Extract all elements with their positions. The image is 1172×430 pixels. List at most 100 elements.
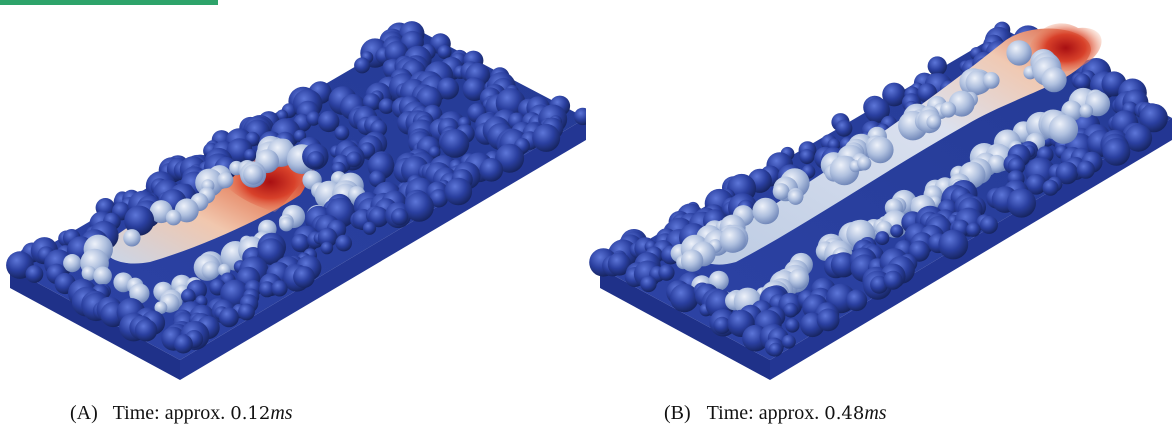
powder-particle — [479, 158, 504, 182]
powder-particle — [1055, 161, 1079, 185]
powder-particle — [404, 192, 434, 222]
powder-particle — [1041, 67, 1067, 93]
powder-particle — [883, 270, 903, 290]
powder-particle — [670, 283, 699, 313]
powder-particle — [444, 177, 473, 206]
powder-particle — [830, 252, 856, 278]
powder-particle — [173, 334, 193, 354]
powder-particle — [816, 308, 840, 332]
powder-particle — [317, 227, 338, 248]
powder-particle — [306, 111, 321, 126]
powder-particle — [1076, 160, 1095, 179]
powder-particle — [81, 265, 97, 281]
powder-particle — [257, 238, 285, 265]
plate-top-face — [600, 30, 1172, 360]
accent-bar — [0, 0, 218, 5]
powder-particle — [368, 206, 389, 228]
powder-particle — [719, 226, 746, 253]
powder-particle — [607, 252, 631, 276]
powder-particle — [437, 77, 459, 100]
powder-particle — [271, 280, 288, 297]
plate-side-face — [770, 118, 1172, 380]
powder-particle — [987, 154, 1006, 174]
caption-b-value: 0.48 — [824, 403, 865, 424]
powder-particle — [93, 266, 112, 286]
powder-particle — [1124, 124, 1153, 152]
powder-particle — [882, 82, 906, 107]
powder-particle — [318, 110, 340, 133]
powder-particle — [1073, 73, 1091, 91]
powder-particle — [788, 268, 809, 290]
caption-b-text: Time: approx. — [706, 402, 820, 424]
powder-particle — [440, 129, 470, 158]
plate-front-face — [600, 268, 770, 380]
powder-particle — [875, 231, 890, 246]
powder-particle — [219, 307, 239, 328]
powder-particle — [181, 288, 196, 304]
powder-particle — [857, 156, 872, 171]
powder-particle — [940, 101, 957, 118]
powder-particle — [752, 197, 779, 225]
powder-particle — [123, 229, 141, 247]
powder-particle — [1006, 40, 1032, 66]
powder-particle — [982, 72, 1000, 89]
powder-particle — [845, 289, 868, 312]
plate-side-face — [180, 118, 586, 380]
melt-pool-render-a — [6, 21, 586, 380]
powder-particle — [165, 209, 182, 226]
powder-particle — [134, 319, 158, 342]
powder-particle — [785, 318, 800, 333]
powder-particle — [1006, 188, 1036, 218]
powder-particle — [291, 233, 310, 253]
powder-particle — [437, 45, 452, 59]
powder-particle — [574, 107, 586, 126]
powder-particle — [63, 254, 82, 273]
powder-particle — [1007, 157, 1026, 175]
powder-particle — [124, 205, 155, 236]
powder-particle — [890, 224, 904, 238]
powder-particle — [391, 208, 409, 226]
caption-b-unit: ms — [864, 402, 887, 424]
powder-particle — [680, 249, 704, 272]
powder-particle — [243, 148, 257, 162]
powder-particle — [154, 301, 168, 314]
powder-particle — [354, 57, 371, 74]
powder-particle — [1079, 104, 1094, 118]
caption-a: (A) Time: approx. 0.12ms — [70, 400, 293, 426]
powder-particle — [658, 264, 675, 281]
powder-particle — [378, 98, 395, 114]
plate-front-face — [10, 268, 180, 380]
powder-particle — [532, 123, 561, 152]
powder-particle — [1139, 103, 1168, 133]
powder-particle — [1025, 174, 1047, 195]
powder-particle — [279, 217, 294, 232]
powder-particle — [346, 151, 362, 168]
powder-particle — [1042, 179, 1059, 196]
powder-particle — [25, 265, 44, 283]
powder-particle — [243, 164, 264, 185]
powder-particle — [334, 125, 350, 141]
powder-particle — [293, 266, 315, 288]
powder-particle — [781, 334, 796, 349]
powder-particle — [927, 56, 947, 76]
caption-b-label: (B) — [664, 402, 691, 424]
simulation-panel-b: (B) Time: approx. 0.48ms — [586, 0, 1172, 424]
powder-particle — [335, 234, 353, 252]
caption-a-text: Time: approx. — [112, 402, 226, 424]
powder-particle — [428, 146, 441, 159]
powder-particle — [217, 172, 234, 189]
powder-particle — [788, 189, 804, 205]
simulation-panel-a: (A) Time: approx. 0.12ms — [0, 0, 586, 424]
powder-particle — [307, 151, 325, 169]
melt-pool-render-b — [589, 21, 1172, 380]
powder-particle — [864, 97, 890, 124]
powder-particle — [938, 229, 969, 260]
powder-particle — [867, 136, 894, 164]
powder-particle — [495, 143, 525, 173]
powder-particle — [238, 303, 255, 321]
powder-particle — [320, 241, 334, 255]
powder-particle — [1102, 138, 1131, 166]
powder-particle — [783, 302, 799, 318]
powder-particle — [799, 149, 815, 165]
caption-a-label: (A) — [70, 402, 98, 424]
